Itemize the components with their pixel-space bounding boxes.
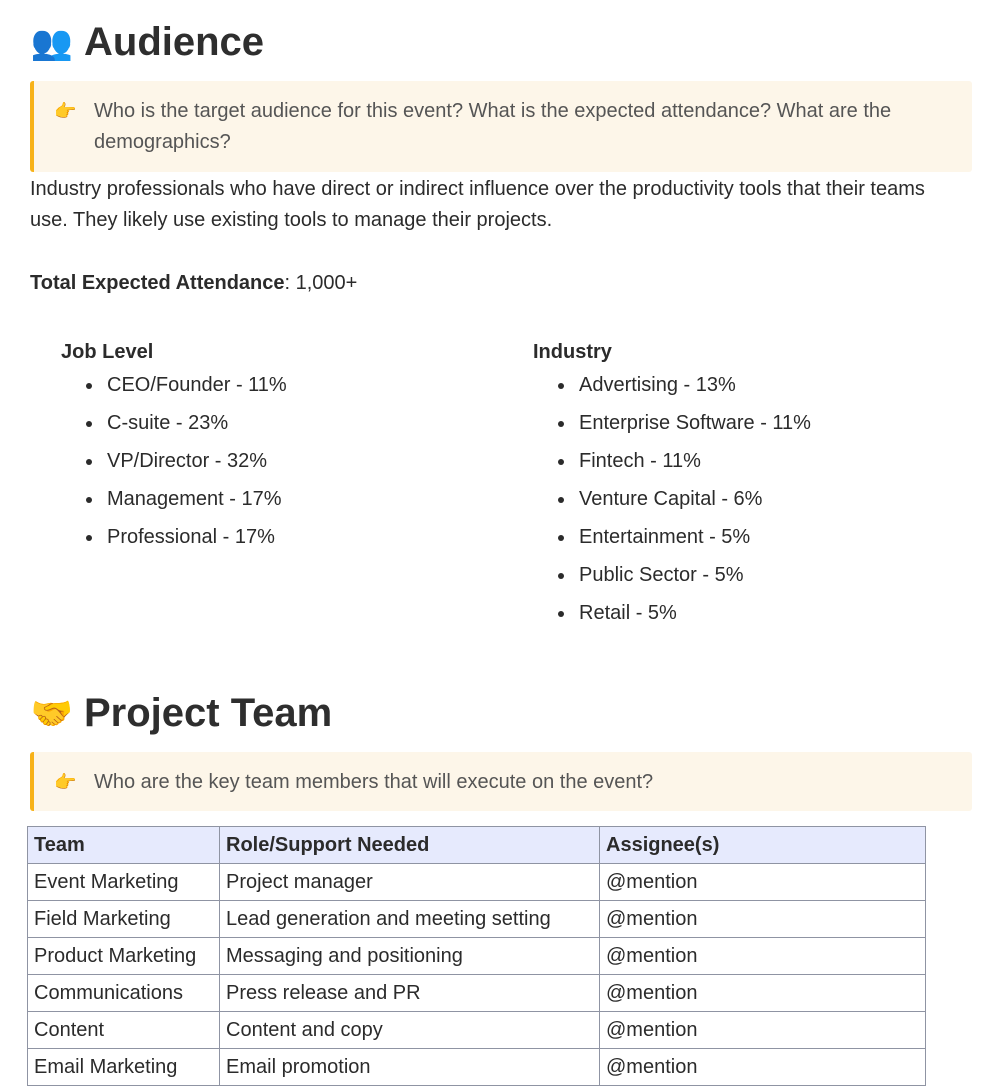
team-heading: 🤝 Project Team	[30, 691, 332, 736]
team-table: Team Role/Support Needed Assignee(s) Event…	[27, 826, 926, 1086]
table-cell[interactable]: Event Marketing	[27, 863, 220, 901]
list-item: Management - 17%	[86, 480, 287, 518]
attendance-line: Total Expected Attendance: 1,000+	[30, 268, 960, 299]
table-row: Field Marketing Lead generation and meeti…	[27, 900, 926, 938]
list-item: Fintech - 11%	[558, 442, 811, 480]
team-title: Project Team	[84, 691, 333, 735]
table-cell[interactable]: Lead generation and meeting setting	[219, 900, 600, 938]
table-row: Event Marketing Project manager @mention	[27, 863, 926, 901]
job-level-column: Job Level CEO/Founder - 11% C-suite - 23%…	[61, 338, 287, 556]
table-cell[interactable]: Product Marketing	[27, 937, 220, 975]
list-item: Enterprise Software - 11%	[558, 404, 811, 442]
table-row: Communications Press release and PR @menti…	[27, 974, 926, 1012]
table-cell[interactable]: @mention	[599, 1011, 926, 1049]
list-item: Entertainment - 5%	[558, 518, 811, 556]
callout-text: Who are the key team members that will e…	[94, 771, 654, 793]
attendance-value: : 1,000+	[284, 272, 358, 294]
list-item: VP/Director - 32%	[86, 442, 287, 480]
table-cell[interactable]: @mention	[599, 974, 926, 1012]
column-header: Team	[27, 826, 220, 864]
busts-in-silhouette-icon: 👥	[30, 23, 74, 62]
table-cell[interactable]: Messaging and positioning	[219, 937, 600, 975]
table-cell[interactable]: @mention	[599, 863, 926, 901]
table-header-row: Team Role/Support Needed Assignee(s)	[27, 826, 926, 864]
column-header: Role/Support Needed	[219, 826, 600, 864]
pointing-hand-icon: 👉	[54, 101, 77, 121]
industry-list: Advertising - 13% Enterprise Software - 1…	[533, 366, 811, 632]
handshake-icon: 🤝	[30, 694, 74, 733]
list-item: C-suite - 23%	[86, 404, 287, 442]
attendance-label: Total Expected Attendance	[30, 272, 285, 294]
table-cell[interactable]: Field Marketing	[27, 900, 220, 938]
job-level-list: CEO/Founder - 11% C-suite - 23% VP/Directo…	[61, 366, 287, 556]
list-item: Public Sector - 5%	[558, 556, 811, 594]
list-item: Retail - 5%	[558, 594, 811, 632]
table-cell[interactable]: Content and copy	[219, 1011, 600, 1049]
list-item: Venture Capital - 6%	[558, 480, 811, 518]
table-row: Product Marketing Messaging and positioni…	[27, 937, 926, 975]
table-cell[interactable]: @mention	[599, 900, 926, 938]
table-cell[interactable]: Email Marketing	[27, 1048, 220, 1086]
table-cell[interactable]: Press release and PR	[219, 974, 600, 1012]
industry-title: Industry	[533, 341, 612, 363]
audience-heading: 👥 Audience	[30, 20, 264, 65]
table-cell[interactable]: Project manager	[219, 863, 600, 901]
table-cell[interactable]: Communications	[27, 974, 220, 1012]
table-cell[interactable]: @mention	[599, 937, 926, 975]
audience-callout: 👉 Who is the target audience for this ev…	[30, 81, 972, 172]
job-level-title: Job Level	[61, 341, 154, 363]
table-cell[interactable]: Email promotion	[219, 1048, 600, 1086]
list-item: Professional - 17%	[86, 518, 287, 556]
table-cell[interactable]: @mention	[599, 1048, 926, 1086]
pointing-hand-icon: 👉	[54, 772, 77, 792]
list-item: CEO/Founder - 11%	[86, 366, 287, 404]
audience-title: Audience	[84, 20, 265, 64]
column-header: Assignee(s)	[599, 826, 926, 864]
table-cell[interactable]: Content	[27, 1011, 220, 1049]
callout-text: Who is the target audience for this even…	[94, 100, 892, 153]
audience-description: Industry professionals who have direct o…	[30, 178, 925, 231]
industry-column: Industry Advertising - 13% Enterprise Sof…	[533, 338, 811, 632]
table-row: Content Content and copy @mention	[27, 1011, 926, 1049]
team-callout: 👉 Who are the key team members that will…	[30, 752, 972, 811]
list-item: Advertising - 13%	[558, 366, 811, 404]
table-row: Email Marketing Email promotion @mention	[27, 1048, 926, 1086]
